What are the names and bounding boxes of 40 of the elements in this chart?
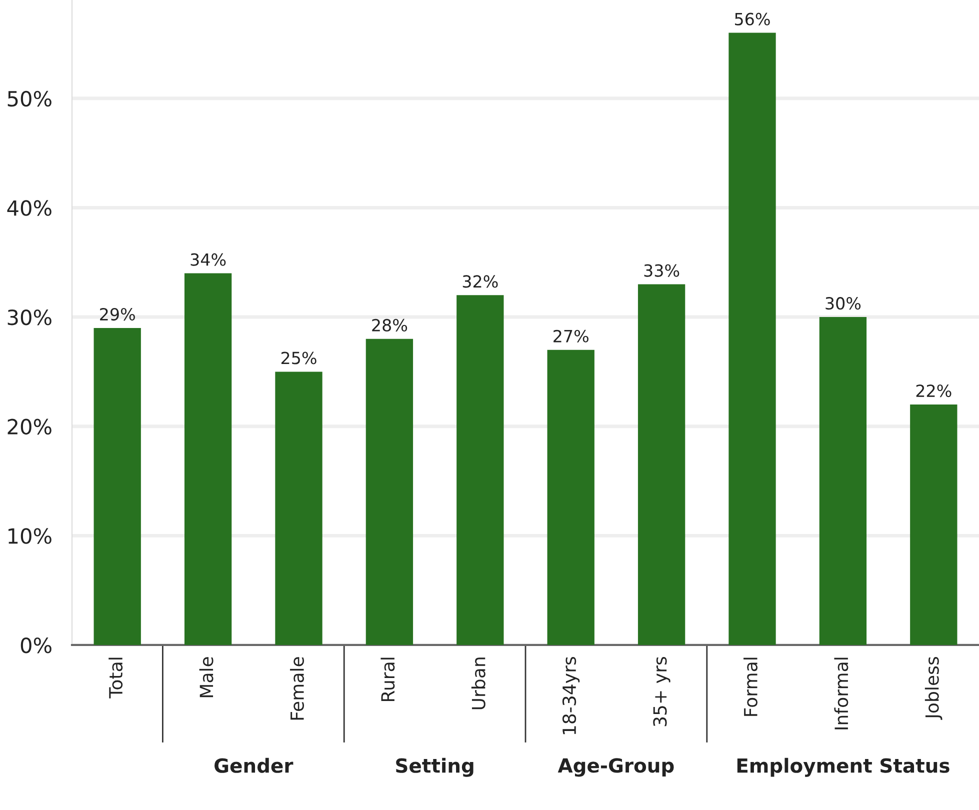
x-tick-label: Male bbox=[199, 657, 214, 698]
data-label: 25% bbox=[281, 352, 316, 364]
x-tick-label: Formal bbox=[744, 658, 758, 716]
text: Setting bbox=[396, 758, 474, 777]
bar bbox=[275, 372, 322, 645]
x-tick-label: Urban bbox=[471, 658, 486, 710]
bar bbox=[638, 284, 686, 645]
data-label: 34% bbox=[190, 253, 226, 266]
text: Gender bbox=[214, 758, 294, 773]
x-tick-label: 18-34yrs bbox=[562, 656, 580, 734]
bar bbox=[819, 317, 867, 645]
text: Age-Group bbox=[558, 758, 674, 777]
x-tick-label: Jobless bbox=[924, 656, 942, 720]
bar bbox=[94, 328, 141, 645]
y-tick-label: 40% bbox=[7, 200, 52, 216]
y-tick-label: 20% bbox=[8, 418, 52, 435]
data-label: 56% bbox=[735, 12, 770, 26]
x-tick-label: Female bbox=[290, 657, 304, 720]
bar bbox=[366, 338, 414, 645]
bar bbox=[910, 404, 958, 645]
x-tick-label: Rural bbox=[380, 658, 395, 702]
x-tick-label: Informal bbox=[834, 658, 848, 730]
data-label: 32% bbox=[462, 275, 498, 288]
y-tick-label: 0% bbox=[20, 637, 52, 654]
bar bbox=[728, 32, 776, 645]
y-tick-label: 30% bbox=[8, 309, 52, 326]
data-label: 30% bbox=[826, 297, 861, 310]
data-label: 28% bbox=[372, 318, 408, 332]
x-tick-label: Total bbox=[108, 658, 123, 698]
y-tick-label: 50% bbox=[8, 90, 52, 107]
data-label: 22% bbox=[916, 384, 952, 398]
data-label: 29% bbox=[100, 308, 135, 321]
bar bbox=[547, 350, 594, 645]
bar bbox=[184, 273, 232, 645]
text: Employment Status bbox=[737, 758, 950, 777]
x-tick-label: 35+ yrs bbox=[653, 656, 670, 726]
y-tick-label: 10% bbox=[8, 528, 52, 544]
bar bbox=[456, 295, 504, 645]
data-label: 27% bbox=[554, 330, 588, 342]
data-label: 33% bbox=[644, 264, 680, 277]
